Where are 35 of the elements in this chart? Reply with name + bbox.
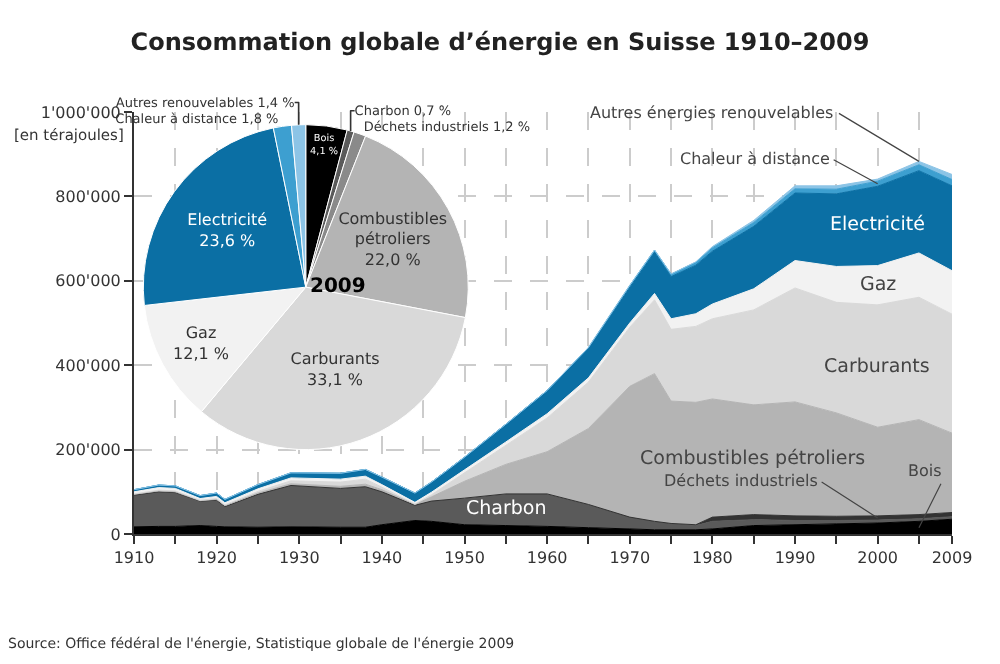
x-tick-label: 1980: [692, 549, 733, 568]
slice-label: Combustibles pétroliers: [338, 209, 448, 249]
text: Bois: [908, 462, 942, 480]
text: Autres énergies renouvelables: [590, 104, 834, 122]
x-tick-label: 2009: [931, 549, 973, 568]
series-label: Charbon: [466, 498, 547, 520]
data-label: 33,1 %: [307, 370, 364, 389]
series-label: Gaz: [860, 274, 897, 296]
series-label: Déchets industriels: [664, 472, 818, 490]
y-tick-label: 200'000: [55, 441, 121, 460]
y-tick-label: 400'000: [55, 356, 121, 375]
y-tick-label: 600'000: [55, 272, 121, 291]
chart-title: Consommation globale d’énergie en Suisse 1910–2009: [130, 28, 870, 56]
text: 2009: [310, 276, 366, 298]
data-label: 23,6 %: [199, 231, 256, 250]
series-label: Electricité: [830, 214, 926, 236]
data-label: 22,0 %: [364, 251, 422, 270]
x-tick-label: 2000: [857, 549, 898, 568]
x-tick-label: 1930: [278, 549, 320, 568]
data-label: 12,1 %: [173, 344, 230, 363]
x-tick-label: 1950: [444, 549, 485, 568]
series-label: Carburants: [824, 356, 930, 378]
y-tick-label: 0: [110, 525, 121, 544]
slice-label: Electricité: [187, 210, 268, 229]
y-tick-label: 800'000: [55, 188, 121, 206]
series-label: Combustibles pétroliers: [640, 448, 866, 470]
x-tick-label: 1960: [526, 549, 568, 568]
x-tick-label: 1990: [774, 549, 816, 568]
slice-label: Gaz: [185, 323, 217, 342]
x-tick-label: 1940: [361, 549, 403, 568]
slice-label: Carburants: [290, 349, 380, 368]
series-label: Chaleur à distance: [680, 150, 831, 168]
x-tick-label: 1910: [113, 549, 155, 568]
x-tick-label: 1970: [609, 549, 651, 568]
x-tick-label: 1920: [196, 549, 237, 568]
